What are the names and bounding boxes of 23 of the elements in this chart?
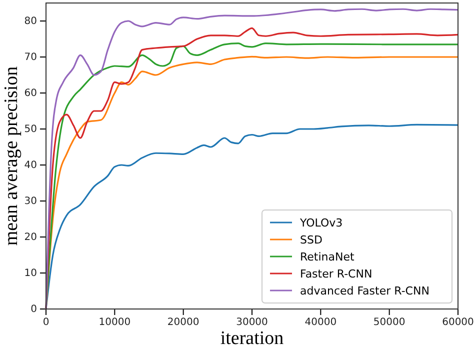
x-tick-label: 40000 (304, 317, 337, 328)
y-tick-label: 0 (30, 304, 37, 316)
legend-label: YOLOv3 (299, 216, 343, 230)
y-tick-label: 50 (24, 124, 37, 136)
x-tick-label: 30000 (236, 317, 268, 328)
x-tick-label: 0 (42, 317, 50, 328)
legend-label: SSD (300, 234, 322, 246)
x-tick-label: 10000 (98, 317, 131, 328)
y-axis-title: mean average precision (1, 66, 22, 246)
y-tick-label: 10 (24, 268, 37, 280)
y-tick-label: 20 (24, 232, 37, 244)
y-tick-label: 30 (24, 196, 37, 208)
y-tick-label: 60 (24, 88, 37, 100)
legend-label: RetinaNet (300, 250, 355, 264)
y-tick-label: 40 (24, 160, 37, 172)
x-tick-label: 50000 (373, 317, 406, 328)
x-tick-label: 60000 (442, 317, 474, 328)
y-tick-label: 80 (24, 16, 37, 28)
x-tick-label: 20000 (167, 317, 200, 328)
legend-label: advanced Faster R-CNN (300, 284, 430, 298)
x-axis-title: iteration (220, 328, 284, 346)
y-tick-label: 70 (24, 52, 37, 64)
legend-label: Faster R-CNN (300, 268, 372, 280)
